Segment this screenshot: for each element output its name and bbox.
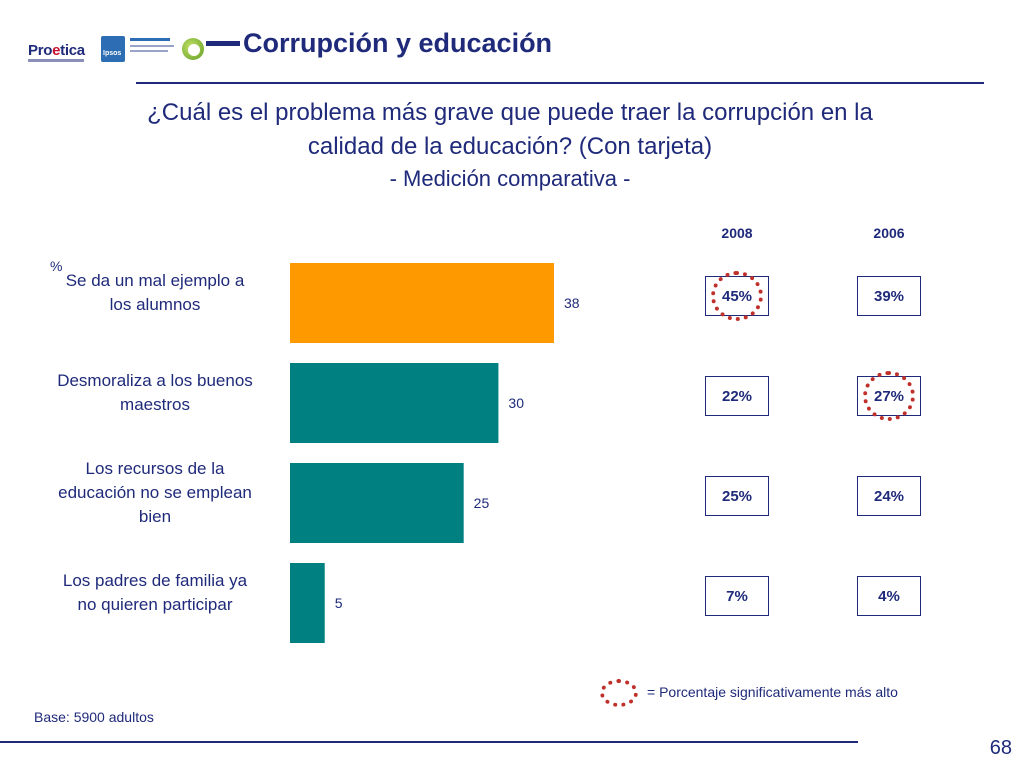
question-text: ¿Cuál es el problema más grave que puede… <box>40 96 980 164</box>
pct-box-2008-3: 7% <box>705 576 769 616</box>
category-label-2: Los recursos de la educación no se emplea… <box>30 457 280 529</box>
category-label-line: no quieren participar <box>77 595 233 614</box>
title-divider <box>136 82 984 84</box>
ipsos-apoyo-logo <box>130 38 180 58</box>
category-label-1: Desmoraliza a los buenos maestros <box>30 369 280 417</box>
bar-3 <box>290 563 325 643</box>
column-header-2006: 2006 <box>873 225 905 241</box>
category-label-0: Se da un mal ejemplo a los alumnos <box>30 269 280 317</box>
category-label-line: Desmoraliza a los buenos <box>57 371 253 390</box>
proetica-logo: Proetica <box>22 34 94 68</box>
bar-value-label-3: 5 <box>335 595 343 611</box>
confiep-logo <box>182 38 242 64</box>
bar-value-label-1: 30 <box>508 395 524 411</box>
bar-0 <box>290 263 554 343</box>
significance-highlight-2006-1 <box>863 371 915 421</box>
pct-box-2008-1: 22% <box>705 376 769 416</box>
footer-divider <box>0 741 858 743</box>
bar-1 <box>290 363 499 443</box>
column-header-2008: 2008 <box>721 225 753 241</box>
unit-label: % <box>50 258 63 274</box>
category-label-line: educación no se emplean <box>58 483 252 502</box>
category-label-line: maestros <box>120 395 190 414</box>
page-title: Corrupción y educación <box>243 28 553 58</box>
page-number: 68 <box>989 737 1012 759</box>
bar-2 <box>290 463 464 543</box>
category-label-line: los alumnos <box>109 295 201 314</box>
base-note: Base: 5900 adultos <box>34 709 154 725</box>
category-label-3: Los padres de familia ya no quieren parti… <box>30 569 280 617</box>
category-label-line: Los padres de familia ya <box>62 571 248 590</box>
question-line-1: ¿Cuál es el problema más grave que puede… <box>147 99 873 126</box>
category-label-line: Se da un mal ejemplo a <box>65 271 245 290</box>
pct-box-2006-2: 24% <box>857 476 921 516</box>
category-label-line: bien <box>138 507 172 526</box>
ipsos-logo: Ipsos <box>101 36 125 62</box>
question-subtitle: - Medición comparativa - <box>389 166 631 191</box>
legend-text: = Porcentaje significativamente más alto <box>647 684 898 700</box>
question-line-2: calidad de la educación? (Con tarjeta) <box>307 133 713 160</box>
logo-strip: Proetica Ipsos <box>22 34 242 70</box>
bar-value-label-0: 38 <box>564 295 580 311</box>
pct-box-2006-3: 4% <box>857 576 921 616</box>
pct-box-2008-2: 25% <box>705 476 769 516</box>
highlight-legend-icon <box>600 679 638 707</box>
category-label-line: Los recursos de la <box>85 459 225 478</box>
bar-value-label-2: 25 <box>474 495 490 511</box>
significance-highlight-2008-0 <box>711 271 763 321</box>
pct-box-2006-0: 39% <box>857 276 921 316</box>
